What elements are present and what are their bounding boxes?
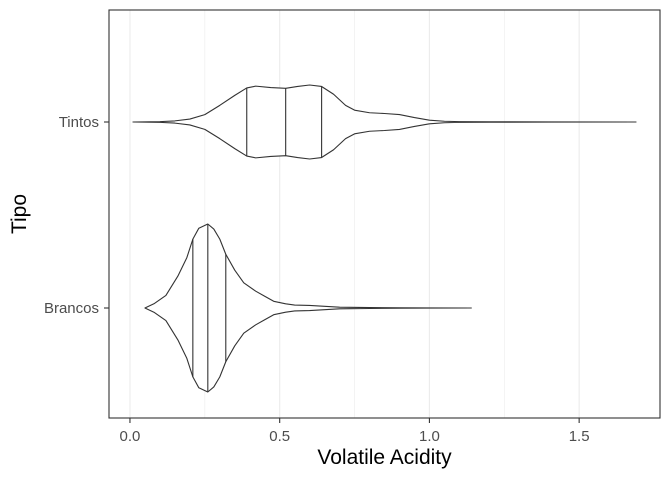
- y-tick-label: Brancos: [44, 300, 99, 317]
- x-tick-label: 0.0: [120, 428, 141, 445]
- x-axis-title: Volatile Acidity: [317, 446, 452, 469]
- panel-border: [108, 9, 661, 419]
- y-tick-label: Tintos: [59, 114, 99, 131]
- x-tick-label: 0.5: [269, 428, 290, 445]
- y-axis: Tintos Brancos: [44, 114, 109, 317]
- y-axis-title: Tipo: [8, 194, 31, 234]
- violin-brancos: [144, 223, 472, 393]
- x-tick-label: 1.5: [569, 428, 590, 445]
- x-tick-label: 1.0: [419, 428, 440, 445]
- violin-tintos: [132, 84, 637, 160]
- x-axis: 0.0 0.5 1.0 1.5: [120, 418, 590, 445]
- grid-lines: [129, 10, 580, 418]
- violins: [132, 84, 637, 393]
